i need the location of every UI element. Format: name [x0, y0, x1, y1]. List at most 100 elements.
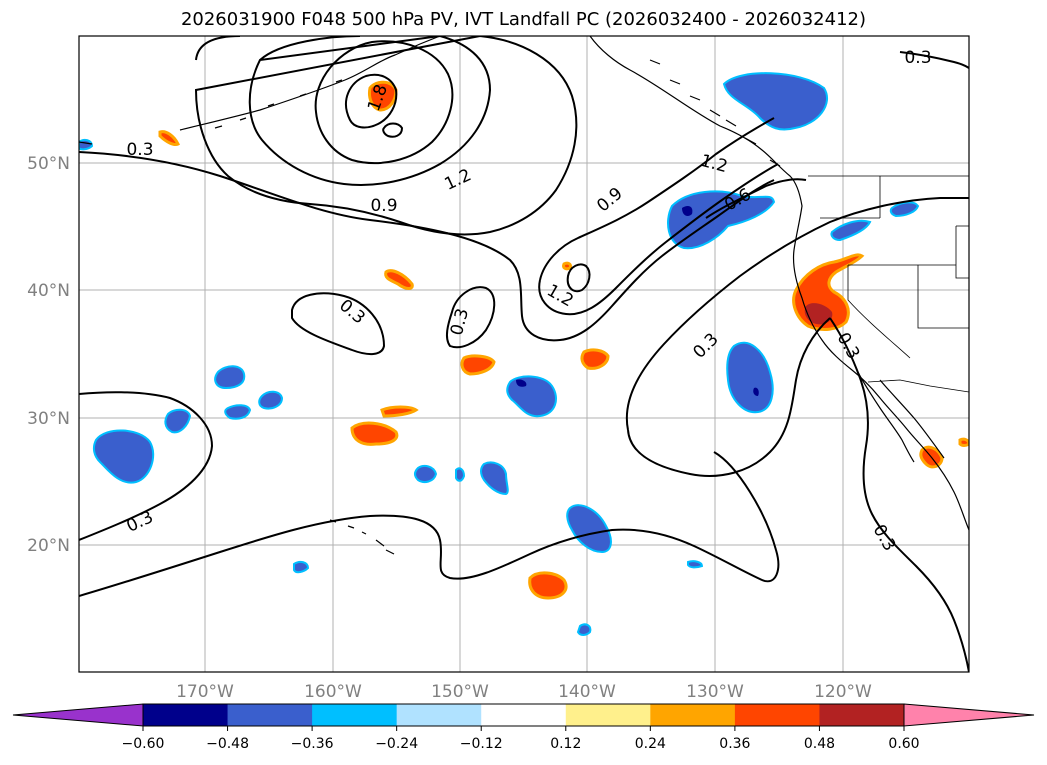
colorbar: −0.60 −0.48 −0.36 −0.24 −0.12 0.12 0.24 0.36 0.4… [12, 703, 1035, 752]
negative-blob [214, 365, 246, 390]
colorbar-tick-label: −0.24 [375, 736, 418, 752]
colorbar-tick-label: 0.12 [550, 736, 581, 752]
positive-blob [580, 348, 610, 370]
pv-contour-0.3-closed-west [291, 292, 386, 356]
negative-blob [164, 408, 192, 434]
pv-contour-0.3-lobe [445, 286, 496, 349]
negative-blob [722, 72, 829, 131]
pv-contour-1.2-trough [539, 117, 775, 281]
pv-contour-trough-inner [566, 263, 591, 293]
pv-contour-0.6 [705, 178, 807, 219]
map-background [79, 36, 969, 672]
canada-islands [649, 59, 781, 167]
colorbar-tick-label: −0.48 [206, 736, 249, 752]
negative-blob [726, 341, 774, 414]
contour-label: 0.3 [126, 140, 153, 160]
colorbar-tick-label: −0.12 [460, 736, 503, 752]
lon-label: 140°W [558, 682, 616, 702]
negative-anomaly-shading [79, 72, 920, 636]
negative-blob [667, 190, 776, 250]
positive-blob [384, 269, 414, 290]
lat-label: 40°N [27, 281, 70, 301]
us-mexico-border [867, 379, 969, 393]
lat-label: 30°N [27, 409, 70, 429]
positive-blob [958, 437, 969, 447]
positive-blob [562, 261, 572, 271]
colorbar-segment [650, 704, 736, 726]
positive-blob [460, 354, 496, 376]
negative-blob [293, 560, 310, 574]
map-frame [78, 35, 970, 673]
colorbar-segment [143, 704, 229, 726]
contour-label: 0.3 [904, 48, 931, 68]
colorbar-segment [481, 704, 567, 726]
negative-core [516, 379, 527, 387]
lon-label: 120°W [814, 682, 872, 702]
colorbar-tick-label: −0.60 [122, 736, 165, 752]
colorbar-segment [312, 704, 398, 726]
colorbar-segment [734, 704, 820, 726]
colorbar-frame [142, 703, 905, 727]
state-border [917, 265, 969, 329]
negative-blob [889, 201, 920, 218]
negative-core [753, 387, 759, 396]
map-title: 2026031900 F048 500 hPa PV, IVT Landfall… [180, 9, 867, 30]
negative-blob [92, 429, 155, 484]
lon-label: 150°W [431, 682, 489, 702]
negative-blob [830, 219, 872, 242]
pv-contour-0.3-mid-lower [627, 317, 831, 477]
pv-contour-0.3-mid [625, 196, 969, 431]
negative-blob [258, 390, 284, 410]
negative-blob [224, 404, 252, 420]
lon-label: 170°W [176, 682, 234, 702]
negative-blob [576, 623, 592, 636]
negative-blob [414, 465, 438, 483]
pv-contours [79, 36, 969, 672]
colorbar-segment [819, 704, 905, 726]
pv-contour-0.3-northeast [899, 51, 969, 69]
colorbar-tick-label: 0.36 [719, 736, 750, 752]
gulf-of-california [879, 379, 945, 459]
latitude-labels: 50°N 40°N 30°N 20°N [27, 154, 70, 556]
pv-contour-0.9-trough [538, 163, 779, 316]
coastlines [79, 36, 969, 555]
lon-label: 160°W [304, 682, 362, 702]
colorbar-segment [227, 704, 313, 726]
pv-contour-big-outer [79, 151, 775, 342]
colorbar-extend-low [12, 703, 144, 727]
longitude-labels: 170°W 160°W 150°W 140°W 130°W 120°W [176, 682, 872, 702]
pv-contour-0.3-east [829, 317, 969, 672]
colorbar-tick-label: 0.48 [804, 736, 835, 752]
state-border [847, 265, 911, 359]
negative-blob [687, 560, 704, 569]
colorbar-segment [396, 704, 482, 726]
positive-anomaly-shading [158, 80, 969, 600]
negative-blob [480, 461, 509, 496]
lon-label: 130°W [686, 682, 744, 702]
positive-blob [158, 130, 181, 146]
negative-blob [506, 375, 557, 418]
colorbar-extend-high [903, 703, 1035, 727]
positive-blob [380, 405, 419, 418]
lat-label: 20°N [27, 536, 70, 556]
state-border [955, 225, 969, 279]
pv-contour-0.3-subtropics [79, 451, 780, 597]
negative-blob [566, 504, 612, 554]
colorbar-segment [565, 704, 651, 726]
positive-core [804, 303, 833, 325]
pv-contour-closed-small [382, 122, 404, 138]
aleutian-islands [214, 79, 343, 129]
political-borders [808, 175, 969, 393]
positive-blob [368, 80, 398, 112]
colorbar-tick-label: −0.36 [291, 736, 334, 752]
pv-contour-1.8 [345, 73, 398, 129]
north-america-coastline [589, 36, 969, 531]
positive-blob [528, 571, 568, 600]
colorbar-tick-label: 0.24 [635, 736, 666, 752]
pv-contour-0.3-south [79, 391, 214, 541]
lat-label: 50°N [27, 154, 70, 174]
contour-label: 0.9 [370, 196, 397, 216]
colorbar-tick-label: 0.60 [888, 736, 919, 752]
negative-blob [79, 138, 94, 151]
